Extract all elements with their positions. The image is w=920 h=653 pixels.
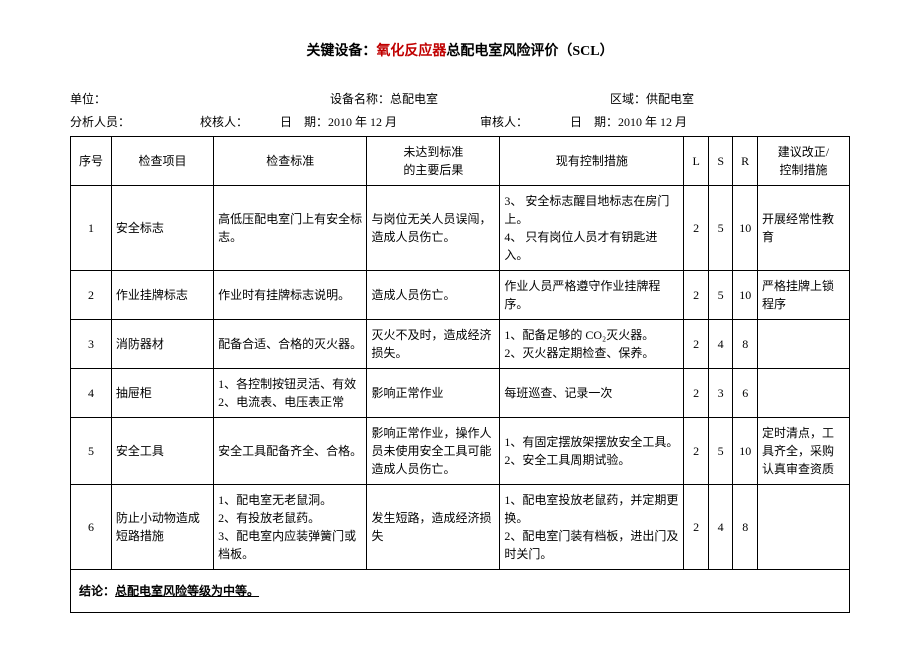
cell-sug: 定时清点，工具齐全，采购认真审查资质	[757, 418, 849, 485]
cell-sug	[757, 320, 849, 369]
cell-R: 6	[733, 369, 758, 418]
cell-no: 2	[71, 271, 112, 320]
cell-ctrl: 3、 安全标志醒目地标志在房门上。 4、 只有岗位人员才有钥匙进入。	[500, 186, 684, 271]
cell-sug: 严格挂牌上锁程序	[757, 271, 849, 320]
cell-cons: 影响正常作业，操作人员未使用安全工具可能造成人员伤亡。	[367, 418, 500, 485]
cell-S: 5	[708, 186, 733, 271]
col-s: S	[708, 137, 733, 186]
col-item: 检查项目	[111, 137, 213, 186]
cell-cons: 影响正常作业	[367, 369, 500, 418]
document-title: 关键设备：氧化反应器总配电室风险评价（SCL）	[70, 40, 850, 60]
conclusion-row: 结论：总配电室风险等级为中等。	[71, 570, 850, 613]
cell-S: 4	[708, 485, 733, 570]
equip-label: 设备名称：	[330, 92, 390, 106]
table-row: 5安全工具安全工具配备齐全、合格。影响正常作业，操作人员未使用安全工具可能造成人…	[71, 418, 850, 485]
cell-L: 2	[684, 485, 709, 570]
cell-no: 3	[71, 320, 112, 369]
header-row-2: 分析人员： 校核人： 日 期：2010 年 12 月 审核人： 日 期：2010…	[70, 113, 850, 130]
cell-std: 作业时有挂牌标志说明。	[214, 271, 367, 320]
cell-item: 安全工具	[111, 418, 213, 485]
cell-S: 5	[708, 418, 733, 485]
analyst-label: 分析人员：	[70, 115, 130, 129]
date1-value: 2010 年 12 月	[328, 115, 397, 129]
col-cons: 未达到标准的主要后果	[367, 137, 500, 186]
cell-R: 10	[733, 186, 758, 271]
cell-no: 6	[71, 485, 112, 570]
table-row: 1安全标志高低压配电室门上有安全标志。与岗位无关人员误闯，造成人员伤亡。3、 安…	[71, 186, 850, 271]
cell-L: 2	[684, 186, 709, 271]
area-label: 区域：	[610, 92, 646, 106]
area-value: 供配电室	[646, 92, 694, 106]
cell-std: 1、各控制按钮灵活、有效 2、电流表、电压表正常	[214, 369, 367, 418]
cell-sug: 开展经常性教育	[757, 186, 849, 271]
table-row: 6防止小动物造成短路措施1、配电室无老鼠洞。 2、有投放老鼠药。 3、配电室内应…	[71, 485, 850, 570]
cell-L: 2	[684, 369, 709, 418]
conclusion-text: 总配电室风险等级为中等。	[115, 584, 259, 598]
cell-std: 配备合适、合格的灭火器。	[214, 320, 367, 369]
title-prefix: 关键设备：	[306, 44, 376, 59]
cell-R: 8	[733, 320, 758, 369]
cell-item: 消防器材	[111, 320, 213, 369]
table-row: 2作业挂牌标志作业时有挂牌标志说明。造成人员伤亡。作业人员严格遵守作业挂牌程序。…	[71, 271, 850, 320]
date2-value: 2010 年 12 月	[618, 115, 687, 129]
cell-no: 5	[71, 418, 112, 485]
cell-item: 防止小动物造成短路措施	[111, 485, 213, 570]
checker-label: 校核人：	[200, 115, 248, 129]
cell-sug	[757, 485, 849, 570]
cell-item: 安全标志	[111, 186, 213, 271]
cell-L: 2	[684, 271, 709, 320]
cell-cons: 灭火不及时，造成经济损失。	[367, 320, 500, 369]
cell-sug	[757, 369, 849, 418]
cell-ctrl: 每班巡查、记录一次	[500, 369, 684, 418]
cell-ctrl: 作业人员严格遵守作业挂牌程序。	[500, 271, 684, 320]
cell-no: 4	[71, 369, 112, 418]
cell-cons: 与岗位无关人员误闯，造成人员伤亡。	[367, 186, 500, 271]
cell-std: 1、配电室无老鼠洞。 2、有投放老鼠药。 3、配电室内应装弹簧门或档板。	[214, 485, 367, 570]
header-row-1: 单位： 设备名称：总配电室 区域：供配电室	[70, 90, 850, 107]
cell-ctrl: 1、配电室投放老鼠药，并定期更换。 2、配电室门装有档板，进出门及时关门。	[500, 485, 684, 570]
cell-R: 10	[733, 271, 758, 320]
cell-std: 高低压配电室门上有安全标志。	[214, 186, 367, 271]
cell-S: 5	[708, 271, 733, 320]
col-sug: 建议改正/控制措施	[757, 137, 849, 186]
cell-L: 2	[684, 320, 709, 369]
date1-label: 日 期：	[280, 115, 328, 129]
equip-value: 总配电室	[390, 92, 438, 106]
unit-label: 单位：	[70, 92, 106, 106]
cell-ctrl: 1、配备足够的 CO₂灭火器。 2、灭火器定期检查、保养。	[500, 320, 684, 369]
cell-item: 抽屉柜	[111, 369, 213, 418]
title-red: 氧化反应器	[376, 44, 446, 59]
col-ctrl: 现有控制措施	[500, 137, 684, 186]
risk-table: 序号 检查项目 检查标准 未达到标准的主要后果 现有控制措施 L S R 建议改…	[70, 136, 850, 613]
cell-cons: 发生短路，造成经济损失	[367, 485, 500, 570]
cell-item: 作业挂牌标志	[111, 271, 213, 320]
table-row: 4抽屉柜1、各控制按钮灵活、有效 2、电流表、电压表正常影响正常作业每班巡查、记…	[71, 369, 850, 418]
conclusion-label: 结论：	[79, 584, 115, 598]
cell-R: 10	[733, 418, 758, 485]
cell-S: 3	[708, 369, 733, 418]
cell-L: 2	[684, 418, 709, 485]
cell-R: 8	[733, 485, 758, 570]
table-row: 3消防器材配备合适、合格的灭火器。灭火不及时，造成经济损失。1、配备足够的 CO…	[71, 320, 850, 369]
title-suffix: 总配电室风险评价（SCL）	[446, 44, 613, 59]
cell-std: 安全工具配备齐全、合格。	[214, 418, 367, 485]
cell-ctrl: 1、有固定摆放架摆放安全工具。 2、安全工具周期试验。	[500, 418, 684, 485]
reviewer-label: 审核人：	[480, 115, 528, 129]
cell-no: 1	[71, 186, 112, 271]
table-header-row: 序号 检查项目 检查标准 未达到标准的主要后果 现有控制措施 L S R 建议改…	[71, 137, 850, 186]
col-r: R	[733, 137, 758, 186]
cell-cons: 造成人员伤亡。	[367, 271, 500, 320]
col-no: 序号	[71, 137, 112, 186]
date2-label: 日 期：	[570, 115, 618, 129]
col-l: L	[684, 137, 709, 186]
cell-S: 4	[708, 320, 733, 369]
col-std: 检查标准	[214, 137, 367, 186]
